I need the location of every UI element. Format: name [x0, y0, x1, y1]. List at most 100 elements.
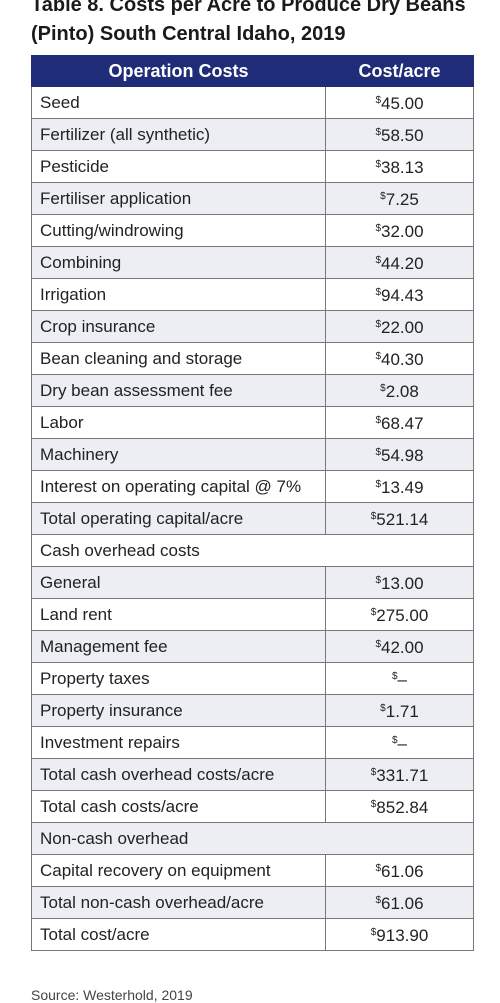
- cost-cell: $7.25: [325, 182, 474, 215]
- table-row: Non-cash overhead: [31, 822, 474, 855]
- cost-cell: $44.20: [325, 246, 474, 279]
- currency-sign: $: [375, 287, 381, 298]
- source-note: Source: Westerhold, 2019: [31, 987, 193, 1003]
- table-row: Total cash costs/acre $852.84: [31, 790, 474, 823]
- operation-cell: General: [31, 566, 326, 599]
- operation-cell: Investment repairs: [31, 726, 326, 759]
- cost-amount: 61.06: [381, 862, 424, 881]
- operation-cell: Labor: [31, 406, 326, 439]
- cost-amount: 852.84: [376, 798, 429, 817]
- table-row: Cutting/windrowing $32.00: [31, 214, 474, 247]
- table-row: Seed $45.00: [31, 86, 474, 119]
- cost-cell: $40.30: [325, 342, 474, 375]
- currency-sign: $: [375, 159, 381, 170]
- operation-cell: Crop insurance: [31, 310, 326, 343]
- section-cell: Non-cash overhead: [31, 822, 474, 855]
- currency-sign: $: [370, 511, 377, 522]
- currency-sign: $: [375, 575, 381, 586]
- operation-cell: Land rent: [31, 598, 326, 631]
- operation-cell: Seed: [31, 86, 326, 119]
- currency-sign: $: [375, 639, 381, 650]
- table-row: Capital recovery on equipment $61.06: [31, 854, 474, 887]
- operation-cell: Total cash overhead costs/acre: [31, 758, 326, 791]
- cost-amount: 275.00: [376, 606, 429, 625]
- operation-cell: Fertilizer (all synthetic): [31, 118, 326, 151]
- currency-sign: $: [370, 767, 377, 778]
- cost-cell: $94.43: [325, 278, 474, 311]
- cost-cell: $913.90: [325, 918, 474, 951]
- operation-cell: Total cash costs/acre: [31, 790, 326, 823]
- currency-sign: $: [370, 927, 377, 938]
- currency-sign: $: [370, 799, 377, 810]
- table-row: Investment repairs $–: [31, 726, 474, 759]
- cost-amount: 38.13: [381, 158, 424, 177]
- cost-amount: 2.08: [385, 382, 419, 401]
- currency-sign: $: [370, 607, 377, 618]
- table-row: Fertiliser application $7.25: [31, 182, 474, 215]
- cost-amount: 22.00: [381, 318, 424, 337]
- cost-amount: 40.30: [381, 350, 424, 369]
- operation-cell: Interest on operating capital @ 7%: [31, 470, 326, 503]
- currency-sign: $: [375, 95, 381, 106]
- currency-sign: $: [375, 895, 381, 906]
- currency-sign: $: [380, 191, 386, 202]
- table-row: Machinery $54.98: [31, 438, 474, 471]
- cost-amount: 61.06: [381, 894, 424, 913]
- cost-cell: $1.71: [325, 694, 474, 727]
- operation-cell: Total cost/acre: [31, 918, 326, 951]
- operation-cell: Pesticide: [31, 150, 326, 183]
- header-row: Operation Costs Cost/acre: [31, 55, 474, 87]
- cost-amount: 913.90: [376, 926, 429, 945]
- cost-cell: $–: [325, 726, 474, 759]
- cost-cell: $275.00: [325, 598, 474, 631]
- cost-amount: 331.71: [376, 766, 429, 785]
- table-row: Land rent $275.00: [31, 598, 474, 631]
- cost-amount: 13.00: [381, 574, 424, 593]
- cost-amount: –: [397, 670, 408, 689]
- table-row: Interest on operating capital @ 7% $13.49: [31, 470, 474, 503]
- table-title: Table 8. Costs per Acre to Produce Dry B…: [31, 0, 466, 45]
- cost-cell: $852.84: [325, 790, 474, 823]
- cost-amount: 521.14: [376, 510, 429, 529]
- table-row: Labor $68.47: [31, 406, 474, 439]
- cost-amount: 13.49: [381, 478, 424, 497]
- table-header: Operation Costs Cost/acre: [31, 55, 474, 87]
- operation-cell: Capital recovery on equipment: [31, 854, 326, 887]
- cost-cell: $13.49: [325, 470, 474, 503]
- cost-amount: 7.25: [385, 190, 419, 209]
- cost-amount: 54.98: [381, 446, 424, 465]
- currency-sign: $: [375, 479, 381, 490]
- cost-cell: $–: [325, 662, 474, 695]
- currency-sign: $: [380, 703, 386, 714]
- cost-cell: $45.00: [325, 86, 474, 119]
- cost-cell: $68.47: [325, 406, 474, 439]
- operation-cell: Property taxes: [31, 662, 326, 695]
- currency-sign: $: [391, 735, 398, 746]
- table-row: Pesticide $38.13: [31, 150, 474, 183]
- cost-amount: 94.43: [381, 286, 424, 305]
- cost-amount: 58.50: [381, 126, 424, 145]
- operation-cell: Bean cleaning and storage: [31, 342, 326, 375]
- cost-table: Operation Costs Cost/acre Seed $45.00 Fert…: [31, 55, 474, 951]
- table-row: Property taxes $–: [31, 662, 474, 695]
- table-row: Total cost/acre $913.90: [31, 918, 474, 951]
- table-row: Management fee $42.00: [31, 630, 474, 663]
- header-cell: Operation Costs: [31, 55, 326, 87]
- cost-cell: $2.08: [325, 374, 474, 407]
- table-row: Cash overhead costs: [31, 534, 474, 567]
- table-row: Crop insurance $22.00: [31, 310, 474, 343]
- currency-sign: $: [375, 447, 381, 458]
- table-row: Bean cleaning and storage $40.30: [31, 342, 474, 375]
- operation-cell: Total operating capital/acre: [31, 502, 326, 535]
- table-body: Seed $45.00 Fertilizer (all synthetic) $58.…: [31, 86, 474, 951]
- table-row: Fertilizer (all synthetic) $58.50: [31, 118, 474, 151]
- currency-sign: $: [375, 255, 381, 266]
- table-row: Property insurance $1.71: [31, 694, 474, 727]
- cost-amount: 68.47: [381, 414, 424, 433]
- operation-cell: Property insurance: [31, 694, 326, 727]
- cost-cell: $13.00: [325, 566, 474, 599]
- currency-sign: $: [375, 223, 381, 234]
- cost-cell: $32.00: [325, 214, 474, 247]
- cost-amount: –: [397, 734, 408, 753]
